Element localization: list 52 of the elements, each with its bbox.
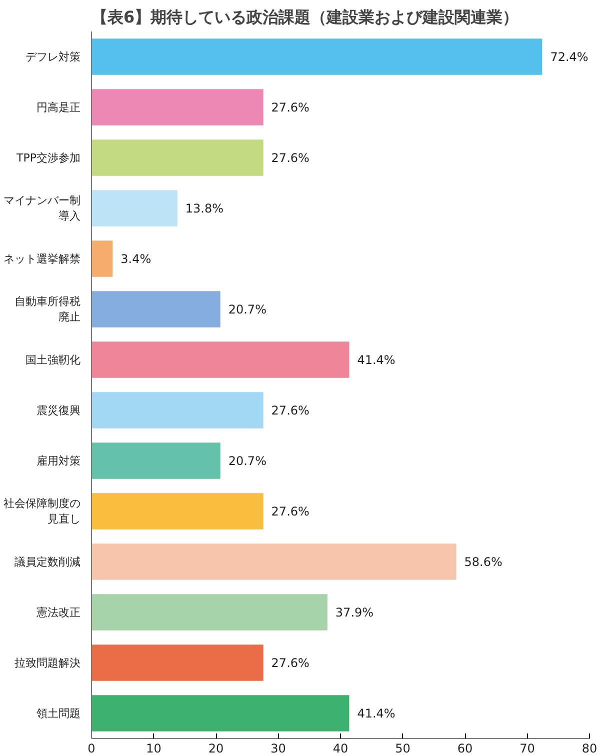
y-tick-label: TPP交渉参加 xyxy=(16,151,81,164)
bar xyxy=(92,38,542,75)
x-tick-label: 20 xyxy=(208,742,224,755)
data-label: 13.8% xyxy=(185,201,224,216)
x-tick-label: 0 xyxy=(88,742,96,755)
y-tick-label: 震災復興 xyxy=(36,404,80,417)
x-tick-label: 10 xyxy=(146,742,162,755)
data-label: 41.4% xyxy=(357,706,396,720)
x-tick-label: 60 xyxy=(457,742,473,755)
bar xyxy=(92,442,220,479)
bar xyxy=(92,493,264,530)
x-tick-label: 50 xyxy=(395,742,410,755)
y-tick-label: 自動車所得税廃止 xyxy=(14,294,80,324)
bar xyxy=(92,594,328,630)
y-tick-label: 議員定数削減 xyxy=(14,555,80,568)
x-tick-label: 40 xyxy=(332,742,348,755)
data-label: 27.6% xyxy=(271,656,310,670)
y-tick-label: 憲法改正 xyxy=(36,606,80,619)
data-label: 20.7% xyxy=(228,302,266,316)
data-label: 3.4% xyxy=(120,252,152,266)
data-label: 58.6% xyxy=(464,554,502,569)
data-label: 20.7% xyxy=(228,454,266,468)
y-tick-label: 領土問題 xyxy=(36,706,80,720)
bar xyxy=(92,291,220,328)
bar xyxy=(92,190,178,226)
bar xyxy=(92,695,350,732)
bar xyxy=(92,392,264,428)
bar xyxy=(92,140,264,176)
bar xyxy=(92,342,350,378)
data-label: 27.6% xyxy=(271,403,310,418)
y-tick-label: 円高是正 xyxy=(36,100,80,114)
y-tick-label: 社会保障制度の見直し xyxy=(4,496,80,526)
y-tick-label: 拉致問題解決 xyxy=(14,656,80,670)
y-tick-label: デフレ対策 xyxy=(26,50,80,64)
chart-title: 【表6】期待している政治課題（建設業および建設関連業） xyxy=(92,8,519,26)
y-tick-label: マイナンバー制導入 xyxy=(4,194,80,223)
data-label: 41.4% xyxy=(357,352,396,367)
y-tick-label: ネット選挙解禁 xyxy=(4,252,80,266)
y-tick-label: 国土強靭化 xyxy=(26,353,80,366)
x-tick-label: 70 xyxy=(520,742,535,755)
data-label: 27.6% xyxy=(271,504,310,518)
data-label: 72.4% xyxy=(550,50,588,64)
y-tick-label: 雇用対策 xyxy=(36,454,80,468)
bar xyxy=(92,240,113,277)
bar xyxy=(92,644,264,681)
x-tick-label: 80 xyxy=(582,742,598,755)
bar xyxy=(92,544,456,580)
data-label: 37.9% xyxy=(335,605,374,620)
x-tick-label: 30 xyxy=(270,742,286,755)
data-label: 27.6% xyxy=(271,100,310,114)
bar xyxy=(92,89,264,126)
data-label: 27.6% xyxy=(271,150,310,165)
